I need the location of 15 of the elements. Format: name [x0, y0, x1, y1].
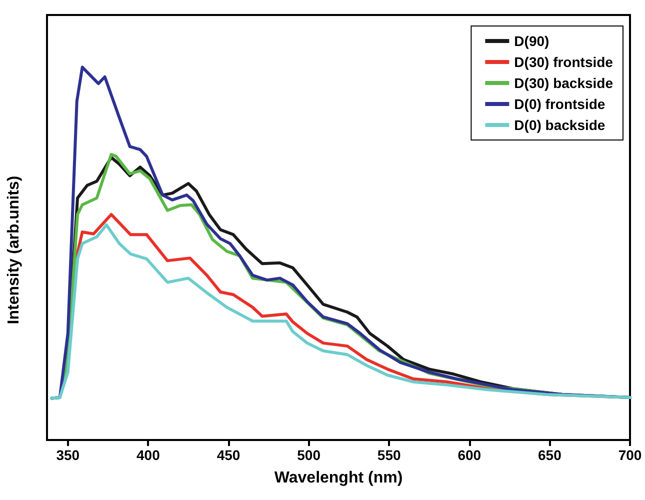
x-tick-label: 700 [618, 447, 642, 463]
x-tick-label: 500 [297, 447, 321, 463]
x-tick-label: 650 [538, 447, 562, 463]
x-tick-label: 400 [136, 447, 160, 463]
legend-label: D(30) backside [514, 75, 614, 91]
x-axis-title: Wavelenght (nm) [274, 470, 403, 486]
legend-label: D(0) frontside [514, 96, 606, 112]
x-tick-label: 450 [216, 447, 240, 463]
x-tick-label: 350 [56, 447, 80, 463]
legend-label: D(30) frontside [514, 54, 614, 70]
legend-label: D(90) [514, 33, 550, 49]
y-axis-title: Intensity (arb.units) [6, 176, 22, 324]
legend-label: D(0) backside [514, 117, 606, 133]
x-tick-label: 600 [458, 447, 482, 463]
x-tick-label: 550 [377, 447, 401, 463]
